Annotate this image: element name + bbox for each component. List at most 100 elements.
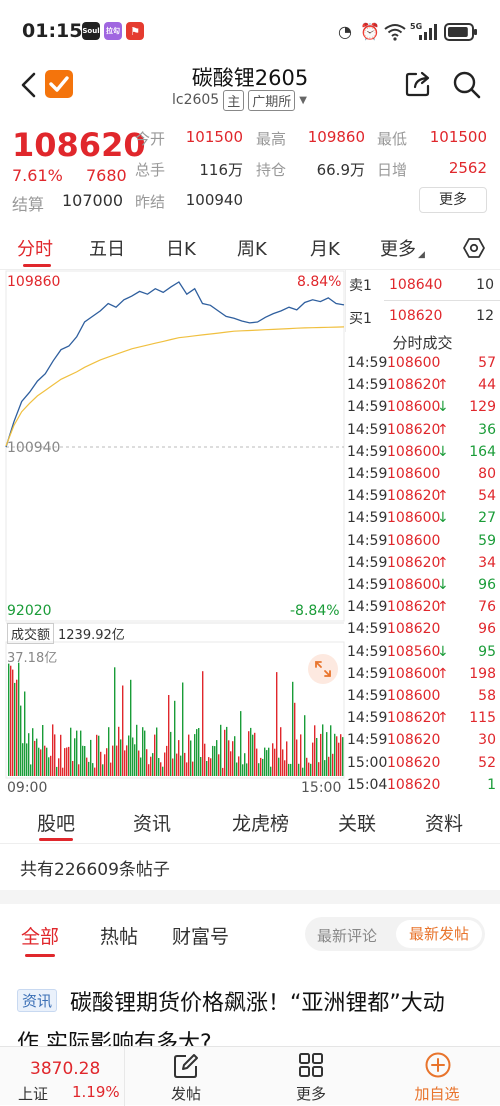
- index-value: 3870.28: [30, 1059, 101, 1079]
- trade-direction-icon: ↑: [437, 710, 449, 727]
- volume-bar: [134, 744, 136, 776]
- index-widget[interactable]: 3870.28 上证 1.19%: [0, 1047, 125, 1106]
- volume-bar: [170, 731, 172, 776]
- share-icon[interactable]: [404, 70, 432, 98]
- volume-bar: [108, 727, 110, 776]
- back-arrow-icon[interactable]: [18, 72, 40, 98]
- intraday-chart[interactable]: [0, 270, 345, 800]
- open-value: 101500: [185, 128, 243, 146]
- volume-bar: [164, 752, 166, 776]
- volume-bar: [12, 669, 14, 776]
- volume-bar: [314, 725, 316, 776]
- settings-hexagon-icon[interactable]: [463, 237, 485, 259]
- chart-top-percent: 8.84%: [297, 274, 342, 290]
- volume-bar: [280, 727, 282, 776]
- volume-bar: [56, 766, 58, 776]
- add-watchlist-button[interactable]: 加自选: [387, 1047, 487, 1106]
- trade-time: 14:59: [347, 577, 388, 593]
- tab-weekly-k[interactable]: 周K: [237, 239, 267, 260]
- order-book-divider: [384, 300, 500, 301]
- volume-bar: [250, 727, 252, 776]
- volume-bar: [178, 740, 180, 776]
- volume-bar: [62, 767, 64, 776]
- tab-news[interactable]: 资讯: [133, 813, 172, 835]
- chevron-down-icon[interactable]: ▼: [299, 94, 307, 106]
- tab-forum[interactable]: 股吧: [37, 813, 76, 835]
- trade-row: 14:59 108600 ↓ 96: [347, 577, 499, 599]
- volume-bar: [324, 760, 326, 776]
- bid-qty: 12: [476, 308, 494, 324]
- volume-bar: [214, 746, 216, 776]
- volume-bar: [316, 738, 318, 776]
- trade-direction-icon: ↓: [437, 643, 449, 660]
- post-button[interactable]: 发帖: [136, 1047, 236, 1106]
- volume-bar: [32, 728, 34, 776]
- sort-latest-comment[interactable]: 最新评论: [317, 927, 378, 945]
- article-item[interactable]: 资讯 碳酸锂期货价格飙涨！“亚洲锂都”大动 作 实际影响有多大?: [0, 975, 500, 1046]
- tab-daily-k[interactable]: 日K: [166, 239, 196, 260]
- trade-price: 108620: [387, 488, 441, 505]
- tab-related[interactable]: 关联: [338, 813, 377, 835]
- chart-top-price: 109860: [7, 274, 61, 290]
- tab-intraday[interactable]: 分时: [17, 239, 53, 260]
- last-price: 108620: [12, 126, 146, 164]
- trade-time: 14:59: [347, 355, 388, 371]
- volume-bar: [50, 755, 52, 776]
- volume-label[interactable]: 成交额: [7, 622, 55, 644]
- volume-bar: [274, 748, 276, 776]
- search-icon[interactable]: [452, 70, 482, 100]
- volume-bar: [34, 740, 36, 776]
- ask-qty: 10: [476, 277, 494, 293]
- volume-bar: [188, 734, 190, 776]
- section-divider: [0, 890, 500, 904]
- order-book: 卖1 108640 10 买1 108620 12: [345, 270, 500, 332]
- tab-monthly-k[interactable]: 月K: [310, 239, 340, 260]
- volume-bar: [40, 749, 42, 776]
- sort-latest-post[interactable]: 最新发帖: [396, 920, 482, 948]
- volume-bar: [46, 747, 48, 776]
- trade-price: 108600: [387, 665, 441, 682]
- contract-code: lc2605: [172, 92, 220, 108]
- forum-tab-all[interactable]: 全部: [21, 926, 60, 948]
- more-button[interactable]: 更多: [419, 187, 487, 213]
- add-watchlist-label: 加自选: [414, 1085, 460, 1103]
- tab-profile[interactable]: 资料: [425, 813, 464, 835]
- tab-dragon-tiger[interactable]: 龙虎榜: [232, 813, 290, 835]
- volume-bar: [66, 747, 68, 776]
- volume-bar: [300, 734, 302, 776]
- ask-label: 卖1: [349, 278, 372, 294]
- volume-bar: [20, 705, 22, 776]
- trade-time: 14:59: [347, 599, 388, 616]
- volume-value: 116万: [199, 161, 243, 179]
- volume-bar: [76, 730, 78, 776]
- index-name: 上证: [18, 1085, 49, 1103]
- volume-bar: [216, 740, 218, 776]
- tab-five-day[interactable]: 五日: [89, 239, 125, 260]
- trade-row: 14:59 108620 ↑ 54: [347, 488, 499, 510]
- volume-bar: [304, 715, 306, 776]
- expand-chart-button[interactable]: [308, 654, 338, 684]
- volume-bar: [8, 663, 10, 776]
- volume-bar: [338, 742, 340, 776]
- trade-qty: 52: [478, 754, 496, 771]
- volume-total: 1239.92亿: [58, 627, 125, 643]
- forum-tab-hot[interactable]: 热帖: [100, 926, 139, 948]
- volume-bar: [206, 761, 208, 776]
- volume-bar: [84, 746, 86, 776]
- article-tag: 资讯: [17, 989, 58, 1012]
- trade-direction-icon: ↑: [437, 554, 449, 571]
- volume-bar: [308, 762, 310, 776]
- tab-more[interactable]: 更多: [380, 239, 416, 260]
- forum-tab-wealth[interactable]: 财富号: [172, 926, 230, 948]
- volume-bar: [242, 764, 244, 776]
- volume-bar: [166, 745, 168, 776]
- trade-time: 14:59: [347, 466, 388, 482]
- trade-qty: 27: [478, 510, 496, 527]
- volume-bar: [322, 724, 324, 776]
- tab-active-underline: [23, 264, 51, 267]
- volume-bar: [266, 750, 268, 776]
- trade-direction-icon: ↓: [437, 510, 449, 527]
- volume-bar: [288, 763, 290, 776]
- volume-bar: [112, 745, 114, 776]
- more-nav-button[interactable]: 更多: [261, 1047, 361, 1106]
